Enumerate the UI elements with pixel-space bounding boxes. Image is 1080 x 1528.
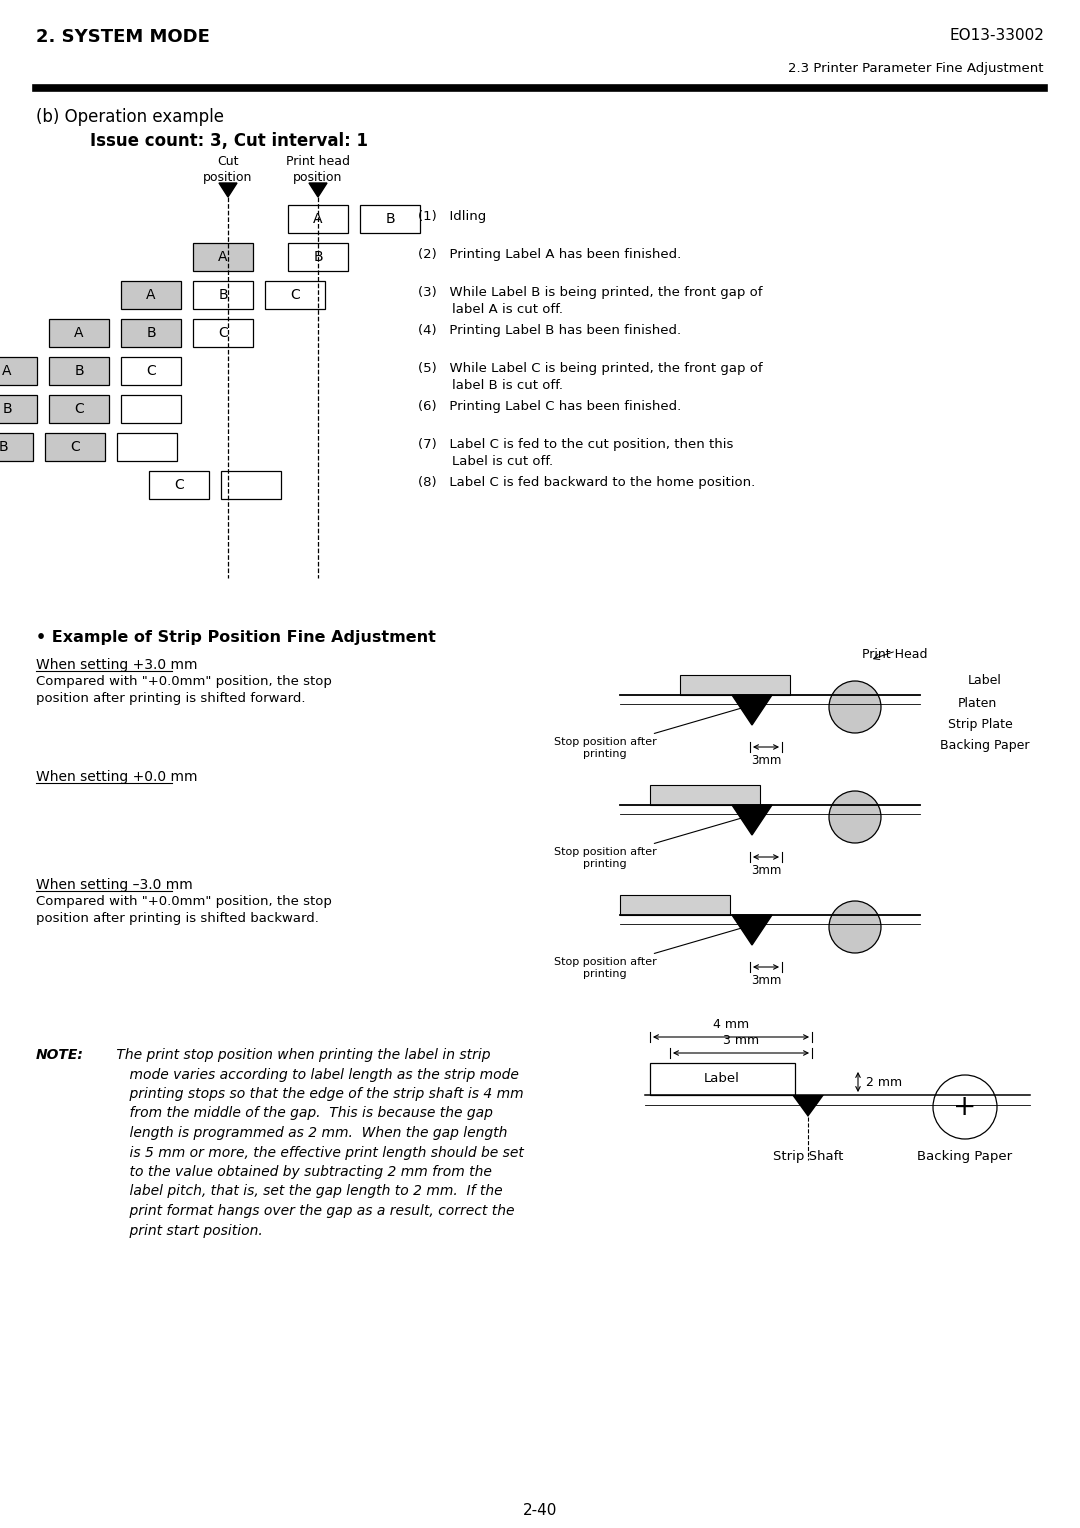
Bar bbox=[620, 895, 730, 915]
Text: NOTE:: NOTE: bbox=[36, 1048, 84, 1062]
Text: C: C bbox=[146, 364, 156, 377]
Text: A: A bbox=[218, 251, 228, 264]
Bar bbox=[650, 1063, 795, 1096]
Text: Compared with "+0.0mm" position, the stop
position after printing is shifted for: Compared with "+0.0mm" position, the sto… bbox=[36, 675, 332, 704]
Text: • Example of Strip Position Fine Adjustment: • Example of Strip Position Fine Adjustm… bbox=[36, 630, 436, 645]
Text: Print head
position: Print head position bbox=[286, 154, 350, 183]
Text: B: B bbox=[146, 325, 156, 341]
Circle shape bbox=[829, 792, 881, 843]
Bar bbox=[0, 358, 37, 385]
Text: When setting +3.0 mm: When setting +3.0 mm bbox=[36, 659, 198, 672]
Text: Backing Paper: Backing Paper bbox=[940, 740, 1029, 752]
Text: B: B bbox=[0, 440, 8, 454]
Text: (8)   Label C is fed backward to the home position.: (8) Label C is fed backward to the home … bbox=[418, 477, 755, 489]
Bar bbox=[680, 675, 789, 695]
Bar bbox=[193, 281, 253, 309]
Polygon shape bbox=[732, 915, 772, 944]
Text: 2. SYSTEM MODE: 2. SYSTEM MODE bbox=[36, 28, 210, 46]
Text: When setting –3.0 mm: When setting –3.0 mm bbox=[36, 879, 192, 892]
Text: A: A bbox=[75, 325, 84, 341]
Text: C: C bbox=[291, 287, 300, 303]
Bar bbox=[121, 281, 181, 309]
Text: C: C bbox=[174, 478, 184, 492]
Bar bbox=[360, 205, 420, 232]
Circle shape bbox=[829, 902, 881, 953]
Text: Stop position after
printing: Stop position after printing bbox=[554, 706, 748, 758]
Text: When setting +0.0 mm: When setting +0.0 mm bbox=[36, 770, 198, 784]
Text: (6)   Printing Label C has been finished.: (6) Printing Label C has been finished. bbox=[418, 400, 681, 413]
Text: Issue count: 3, Cut interval: 1: Issue count: 3, Cut interval: 1 bbox=[90, 131, 368, 150]
Text: Platen: Platen bbox=[958, 697, 997, 711]
Text: +: + bbox=[954, 1093, 976, 1122]
Text: 2.3 Printer Parameter Fine Adjustment: 2.3 Printer Parameter Fine Adjustment bbox=[788, 63, 1044, 75]
Circle shape bbox=[933, 1076, 997, 1138]
Text: Compared with "+0.0mm" position, the stop
position after printing is shifted bac: Compared with "+0.0mm" position, the sto… bbox=[36, 895, 332, 924]
Text: Print Head: Print Head bbox=[862, 648, 928, 662]
Text: Stop position after
printing: Stop position after printing bbox=[554, 926, 748, 978]
Text: 3 mm: 3 mm bbox=[723, 1034, 759, 1047]
Text: (7)   Label C is fed to the cut position, then this
        Label is cut off.: (7) Label C is fed to the cut position, … bbox=[418, 439, 733, 468]
Bar bbox=[49, 319, 109, 347]
Text: 4 mm: 4 mm bbox=[713, 1018, 750, 1031]
Text: C: C bbox=[75, 402, 84, 416]
Text: (4)   Printing Label B has been finished.: (4) Printing Label B has been finished. bbox=[418, 324, 681, 338]
Text: 2-40: 2-40 bbox=[523, 1504, 557, 1517]
Bar bbox=[288, 243, 348, 270]
Polygon shape bbox=[309, 183, 327, 197]
Bar bbox=[650, 785, 760, 805]
Bar bbox=[288, 205, 348, 232]
Text: A: A bbox=[313, 212, 323, 226]
Text: Strip Shaft: Strip Shaft bbox=[773, 1151, 843, 1163]
Text: EO13-33002: EO13-33002 bbox=[949, 28, 1044, 43]
Polygon shape bbox=[732, 695, 772, 724]
Text: C: C bbox=[218, 325, 228, 341]
Text: Label: Label bbox=[704, 1073, 740, 1085]
Text: 3mm: 3mm bbox=[751, 973, 781, 987]
Bar bbox=[0, 432, 33, 461]
Text: Strip Plate: Strip Plate bbox=[948, 718, 1013, 730]
Text: (5)   While Label C is being printed, the front gap of
        label B is cut of: (5) While Label C is being printed, the … bbox=[418, 362, 762, 393]
Circle shape bbox=[829, 681, 881, 733]
Bar bbox=[121, 319, 181, 347]
Bar bbox=[0, 396, 37, 423]
Bar bbox=[45, 432, 105, 461]
Bar bbox=[149, 471, 210, 500]
Polygon shape bbox=[219, 183, 237, 197]
Text: Cut
position: Cut position bbox=[203, 154, 253, 183]
Bar bbox=[121, 396, 181, 423]
Text: B: B bbox=[2, 402, 12, 416]
Bar bbox=[121, 358, 181, 385]
Polygon shape bbox=[732, 805, 772, 834]
Text: 3mm: 3mm bbox=[751, 863, 781, 877]
Text: B: B bbox=[75, 364, 84, 377]
Text: (1)   Idling: (1) Idling bbox=[418, 209, 486, 223]
Text: Label: Label bbox=[968, 674, 1002, 688]
Text: A: A bbox=[2, 364, 12, 377]
Bar bbox=[265, 281, 325, 309]
Bar bbox=[49, 396, 109, 423]
Text: (3)   While Label B is being printed, the front gap of
        label A is cut of: (3) While Label B is being printed, the … bbox=[418, 286, 762, 316]
Bar bbox=[117, 432, 177, 461]
Bar bbox=[193, 319, 253, 347]
Bar bbox=[49, 358, 109, 385]
Text: A: A bbox=[146, 287, 156, 303]
Text: Stop position after
printing: Stop position after printing bbox=[554, 816, 748, 868]
Text: B: B bbox=[386, 212, 395, 226]
Text: Backing Paper: Backing Paper bbox=[917, 1151, 1013, 1163]
Text: The print stop position when printing the label in strip
    mode varies accordi: The print stop position when printing th… bbox=[112, 1048, 524, 1238]
Text: (2)   Printing Label A has been finished.: (2) Printing Label A has been finished. bbox=[418, 248, 681, 261]
Text: B: B bbox=[218, 287, 228, 303]
Bar bbox=[221, 471, 281, 500]
Text: C: C bbox=[70, 440, 80, 454]
Polygon shape bbox=[792, 1096, 824, 1117]
Text: 2 mm: 2 mm bbox=[866, 1076, 902, 1088]
Text: 3mm: 3mm bbox=[751, 753, 781, 767]
Bar bbox=[193, 243, 253, 270]
Text: (b) Operation example: (b) Operation example bbox=[36, 108, 224, 125]
Text: B: B bbox=[313, 251, 323, 264]
